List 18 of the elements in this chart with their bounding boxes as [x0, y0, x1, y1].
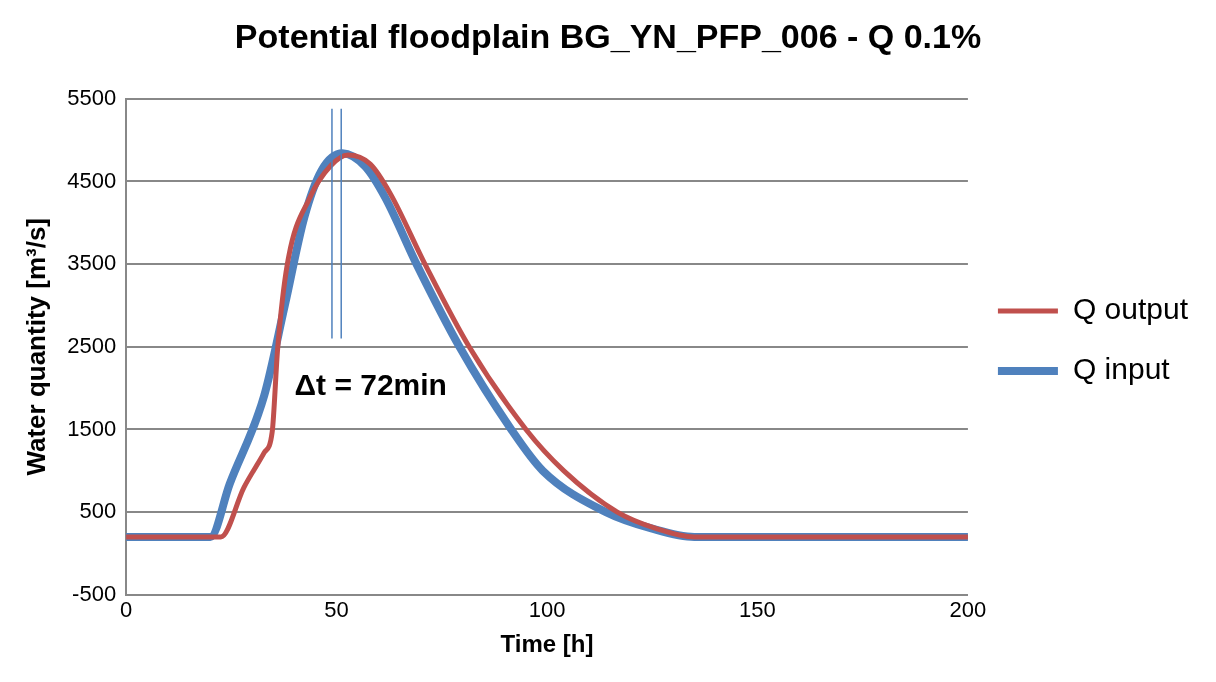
x-tick-label: 50 — [324, 597, 349, 623]
x-tick-label: 0 — [120, 597, 133, 623]
x-axis-title: Time [h] — [500, 630, 594, 658]
y-tick-label: -500 — [72, 580, 117, 606]
y-tick-label: 3500 — [67, 250, 117, 276]
y-tick-label: 1500 — [67, 415, 117, 441]
y-tick-label: 2500 — [67, 332, 117, 358]
chart-title: Potential floodplain BG_YN_PFP_006 - Q 0.1% — [234, 16, 982, 55]
legend-label: Q output — [1072, 292, 1189, 326]
y-tick-label: 500 — [79, 498, 117, 524]
y-axis-title: Water quantity [m³/s] — [20, 218, 51, 476]
legend-label: Q input — [1072, 352, 1171, 386]
x-tick-label: 100 — [528, 597, 566, 623]
x-tick-label: 200 — [949, 597, 987, 623]
y-tick-label: 4500 — [67, 167, 117, 193]
x-tick-label: 150 — [739, 597, 776, 623]
y-tick-label: 5500 — [67, 84, 117, 110]
annotation: Δt = 72min — [294, 367, 447, 401]
